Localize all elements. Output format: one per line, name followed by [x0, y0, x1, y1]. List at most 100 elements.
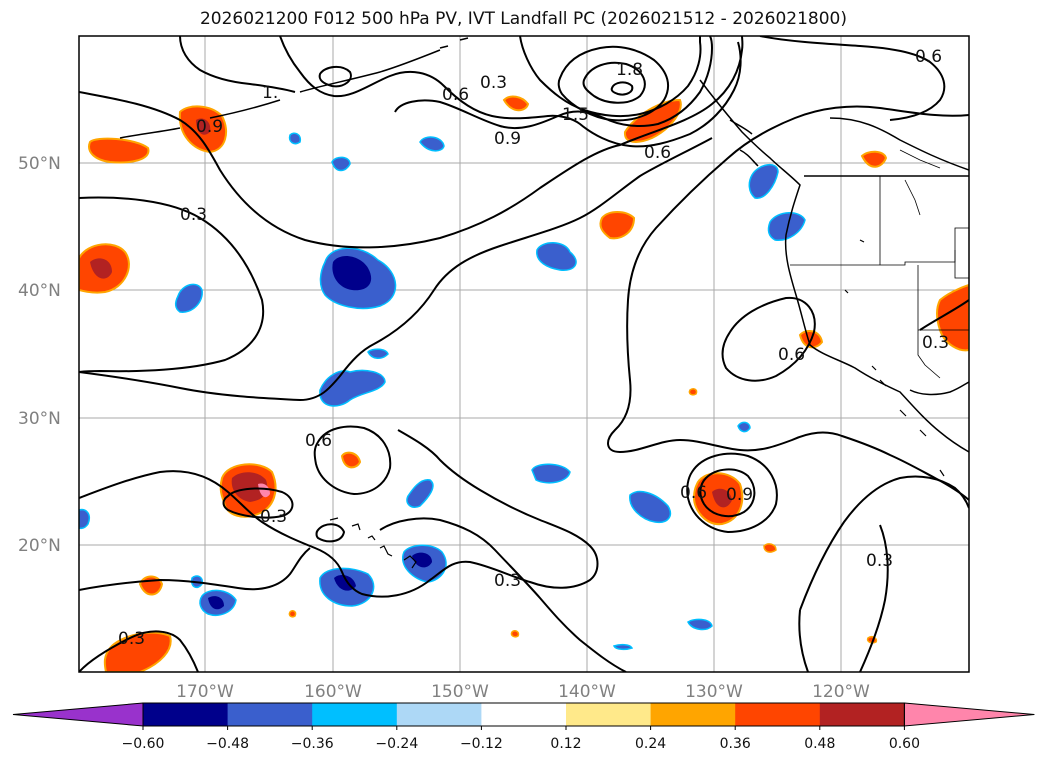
pv-label-0-9-west: 0.9: [196, 117, 223, 137]
blob-pos-dot-1: [688, 388, 698, 396]
pv-label-0-9-north: 0.9: [494, 129, 521, 149]
pv-label-0-6-gulf: 0.6: [644, 143, 671, 163]
contour-0-9-low: [699, 468, 756, 518]
contour-0-3-se-lower: [798, 609, 809, 672]
pv-label-0-3-southeast: 0.3: [866, 551, 893, 571]
contour-0-6-central: [313, 425, 392, 496]
blob-neg-1: [174, 283, 203, 313]
lon-label-170w: 170°W: [176, 682, 234, 702]
blob-pos-gulf: [624, 98, 682, 143]
pv-label-0-6-low: 0.6: [680, 483, 707, 503]
colorbar-cell: [650, 703, 736, 726]
blob-pos-e: [936, 283, 969, 352]
contour-1-8: [582, 61, 646, 104]
blob-neg-9: [629, 490, 672, 524]
lat-label-20n: 20°N: [18, 536, 61, 556]
blob-pos-dot-5: [510, 630, 520, 638]
blob-pos-low: [692, 472, 744, 526]
colorbar-cell: [819, 703, 905, 726]
pv-label-0-3-hawaii: 0.3: [260, 507, 287, 527]
blob-neg-hawaii-east: [401, 544, 447, 583]
contour-0-3-hawaii-lower: [79, 547, 311, 591]
contour-label-group: 0.6 1.8 0.3 0.6 1.5 0.9 0.6 1. 0.9 0.3 0…: [118, 47, 949, 649]
lat-label-40n: 40°N: [18, 281, 61, 301]
blob-neg-2: [536, 242, 577, 271]
blob-neg-south: [319, 567, 375, 607]
pv-label-0-3-nevada: 0.3: [922, 333, 949, 353]
colorbar-outline: [142, 702, 905, 727]
graticule: [79, 36, 969, 672]
colorbar-cell: [312, 703, 398, 726]
colorbar-tick-label: −0.48: [206, 736, 249, 752]
colorbar-extend-high: [903, 702, 1035, 727]
blob-neg-16: [288, 132, 302, 145]
colorbar-tick-label: 0.36: [720, 736, 751, 752]
map-frame: [78, 35, 970, 673]
colorbar-cell: [735, 703, 821, 726]
contour-1-2-nw: [179, 36, 296, 93]
pv-label-1-2-west: 1.: [262, 83, 278, 103]
colorbar-tick-label: 0.60: [889, 736, 920, 752]
contour-0-3-main-ridge: [607, 105, 969, 501]
colorbar-cell: [227, 703, 313, 726]
colorbar-cell: [143, 703, 229, 726]
colorbar-tick-label: 0.24: [635, 736, 666, 752]
latitude-labels: 50°N 40°N 30°N 20°N: [18, 154, 61, 556]
lat-label-30n: 30°N: [18, 409, 61, 429]
blob-neg-southwest: [199, 589, 237, 616]
blob-pos-c-1: [340, 451, 362, 469]
positive-anomaly-blobs: [79, 95, 969, 672]
contour-0-3-south-basin: [79, 137, 713, 402]
contour-0-3-sw-small: [222, 487, 294, 519]
blob-pos-central-south: [219, 463, 277, 518]
blob-neg-15: [737, 421, 751, 433]
blob-neg-13: [687, 618, 713, 631]
blob-neg-5: [331, 156, 351, 172]
colorbar: −0.60 −0.48 −0.36 −0.24 −0.12 0.12 0.24 0.36 0.4…: [12, 702, 1035, 752]
blob-neg-17: [612, 643, 634, 651]
map-area: 0.6 1.8 0.3 0.6 1.5 0.9 0.6 1. 0.9 0.3 0…: [79, 36, 969, 672]
blob-neg-central-north: [319, 247, 397, 310]
contour-0-3-west-lobe: [79, 196, 265, 373]
pv-label-0-6-top-right: 0.6: [915, 47, 942, 67]
blob-neg-11: [79, 508, 91, 530]
contour-0-3-southeast: [799, 475, 969, 611]
lon-label-140w: 140°W: [558, 682, 616, 702]
pv-label-0-3-southwest: 0.3: [118, 629, 145, 649]
pv-label-0-3-south: 0.3: [494, 571, 521, 591]
blob-pos-west: [79, 243, 130, 294]
contour-0-3-upper-right: [759, 36, 946, 121]
pv-label-0-6-coast: 0.6: [778, 345, 805, 365]
colorbar-tick-label: 0.12: [550, 736, 581, 752]
pv-label-0-3-west: 0.3: [180, 205, 207, 225]
colorbar-cell: [481, 703, 567, 726]
blob-neg-10: [406, 479, 434, 508]
contour-0-3-southern-trough: [379, 517, 627, 672]
colorbar-tick-label: −0.60: [122, 736, 165, 752]
colorbar-tick-label: −0.36: [291, 736, 334, 752]
islands: [329, 239, 945, 569]
colorbar-tick-label: −0.12: [460, 736, 503, 752]
contour-0-3-far-right: [919, 299, 969, 331]
colorbar-cells: [12, 702, 1035, 727]
contour-0-3-north-ridge: [79, 36, 744, 249]
blob-neg-8: [531, 463, 571, 484]
contour-small-center: [610, 81, 634, 96]
blob-pos-n-1: [502, 95, 530, 112]
contour-1-5: [557, 45, 670, 122]
contour-0-3-sw-lower: [79, 630, 199, 672]
contour-0-3-hawaii: [79, 429, 599, 598]
blob-pos-dot-2: [288, 610, 297, 618]
blob-pos-n-2: [599, 211, 636, 240]
blob-neg-7: [748, 164, 779, 199]
pv-label-1-8: 1.8: [616, 60, 643, 80]
colorbar-tick-label: 0.48: [804, 736, 835, 752]
lon-label-120w: 120°W: [812, 682, 870, 702]
coastlines: [119, 37, 969, 453]
blob-pos-nw-2: [178, 105, 227, 154]
contour-1-2: [519, 36, 702, 118]
pv-label-0-6-central: 0.6: [305, 431, 332, 451]
lon-label-130w: 130°W: [685, 682, 743, 702]
pv-label-0-3-north: 0.3: [480, 73, 507, 93]
blob-pos-nw-1: [88, 137, 150, 164]
